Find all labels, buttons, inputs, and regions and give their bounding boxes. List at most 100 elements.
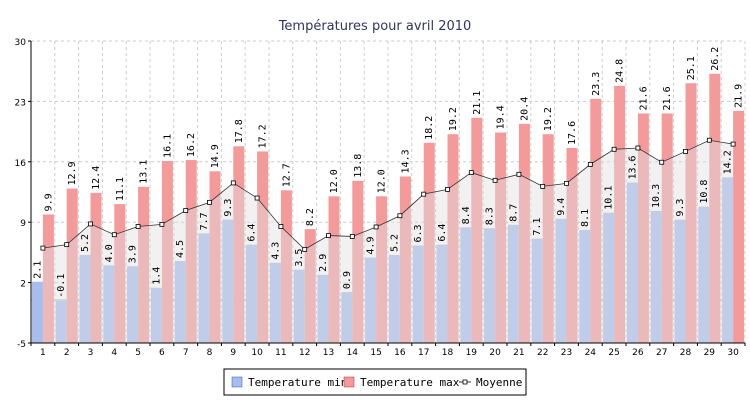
bar-max [423,142,435,343]
chart-title: Températures pour avril 2010 [278,19,472,34]
bar-max [161,160,173,343]
x-tick-label: 24 [585,348,597,358]
data-label-max: 21.6 [638,86,649,110]
y-tick-label: -5 [17,340,26,350]
bar-max [542,134,554,343]
data-label-max: 21.1 [472,91,483,115]
legend-label-min: Temperature min [248,376,347,389]
data-label-max: 26.2 [710,47,721,71]
data-label-max: 14.9 [210,144,221,168]
x-tick-label: 12 [299,348,310,358]
bar-max [114,204,126,343]
data-label-max: 21.6 [662,86,673,110]
bar-max [42,214,54,343]
data-label-min: 14.2 [723,150,734,174]
bar-min [626,182,638,343]
bar-max [66,188,78,343]
data-label-max: 11.1 [115,177,126,201]
mean-point [254,195,260,201]
data-label-min: 1.4 [151,267,162,285]
data-label-min: 5.2 [389,234,400,252]
data-label-max: 20.4 [519,97,530,121]
data-label-min: 10.3 [651,184,662,208]
x-tick-label: 3 [88,348,94,358]
data-label-min: 6.3 [413,224,424,242]
data-label-max: 13.1 [139,160,150,184]
mean-point [183,208,189,213]
x-tick-label: 6 [159,348,165,358]
bar-max [685,83,697,343]
x-tick-label: 7 [183,348,189,358]
legend: Temperature min Temperature max Moyenne [223,368,527,396]
x-tick-label: 27 [656,348,667,358]
mean-point [278,224,284,229]
data-label-max: 12.4 [91,166,102,190]
bar-max [614,85,626,344]
x-tick-label: 1 [40,348,46,358]
data-label-max: 21.9 [734,84,745,108]
bar-min [222,219,234,343]
data-label-max: 17.6 [567,121,578,145]
bar-min [412,245,424,343]
data-label-min: 3.5 [294,249,305,267]
y-tick-label: 9 [20,219,26,229]
bar-min [460,227,472,343]
bar-min [79,254,91,343]
data-label-min: 4.0 [104,244,115,262]
mean-area-group [40,137,736,343]
mean-point [730,141,736,147]
bar-min [55,300,67,343]
bar-min [31,281,43,343]
mean-point [635,145,641,151]
mean-point [516,171,522,177]
bar-max [257,151,269,343]
bar-min [317,274,329,343]
bar-max [280,190,292,343]
data-label-min: 0.9 [342,271,353,289]
bar-max [637,113,649,343]
mean-point [587,161,593,167]
bar-max [733,110,745,344]
data-label-min: 10.8 [699,180,710,204]
mean-point [159,221,165,227]
mean-point [40,245,46,251]
mean-point [421,191,427,197]
bar-min [507,224,519,343]
bar-max [590,98,602,343]
x-tick-label: 5 [135,348,141,358]
legend-label-max: Temperature max [360,376,460,389]
bar-min [484,228,496,343]
data-label-max: 23.3 [591,72,602,96]
legend-marker-mean [462,379,468,385]
mean-point [373,224,379,230]
mean-point [445,187,450,192]
bar-min [531,238,543,343]
y-tick-label: 2 [20,280,26,290]
bar-max [518,123,530,343]
data-label-min: 9.4 [556,198,567,216]
mean-area [42,140,734,343]
mean-point [111,232,117,238]
data-label-max: 12.0 [329,169,340,193]
mean-point [492,177,498,183]
mean-line [42,139,734,250]
data-label-max: 17.2 [258,124,269,148]
bar-min [388,254,400,343]
mean-point [349,234,355,239]
x-tick-label: 19 [466,348,478,358]
bar-min [246,244,258,343]
data-label-min: 8.1 [580,209,591,227]
bar-max [304,229,316,343]
data-label-max: 19.2 [543,107,554,131]
bar-min [365,257,377,343]
data-label-min: 5.2 [80,234,91,252]
data-label-min: 8.4 [461,206,472,224]
mean-point [88,221,93,227]
mean-point [302,246,308,252]
bar-max [566,147,578,343]
x-tick-label: 26 [632,348,644,358]
data-label-max: 16.2 [186,133,197,157]
x-tick-label: 9 [230,348,236,358]
